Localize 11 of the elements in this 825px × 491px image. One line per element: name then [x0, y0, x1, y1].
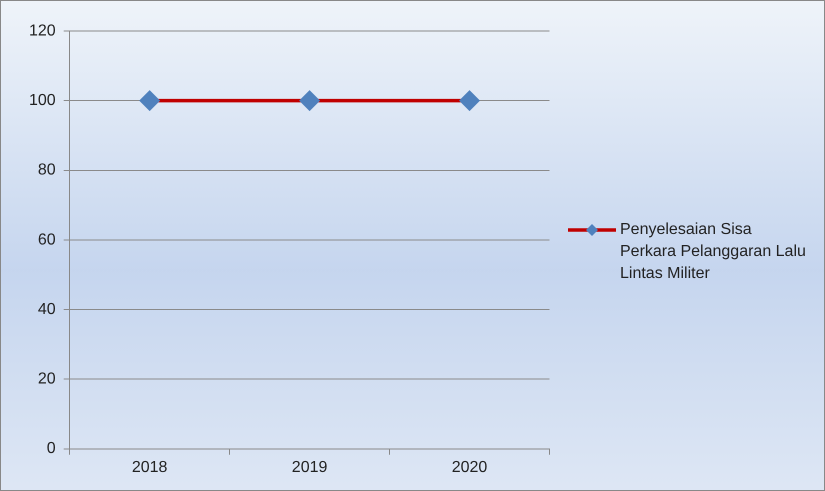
x-tick-label: 2018	[132, 458, 168, 476]
y-tick-label: 120	[28, 22, 56, 40]
y-tick-label: 80	[38, 162, 56, 179]
y-tick-label: 40	[38, 300, 56, 318]
x-tick-label: 2020	[452, 458, 488, 476]
y-tick-label: 100	[28, 92, 56, 110]
y-tick-label: 0	[46, 440, 56, 458]
y-tick-label: 20	[38, 370, 56, 388]
legend-label: Penyelesaian Sisa Perkara Pelanggaran Lalu Lintas Militer	[620, 220, 807, 284]
x-tick-label: 2019	[292, 458, 328, 476]
y-tick-label: 60	[38, 231, 56, 248]
